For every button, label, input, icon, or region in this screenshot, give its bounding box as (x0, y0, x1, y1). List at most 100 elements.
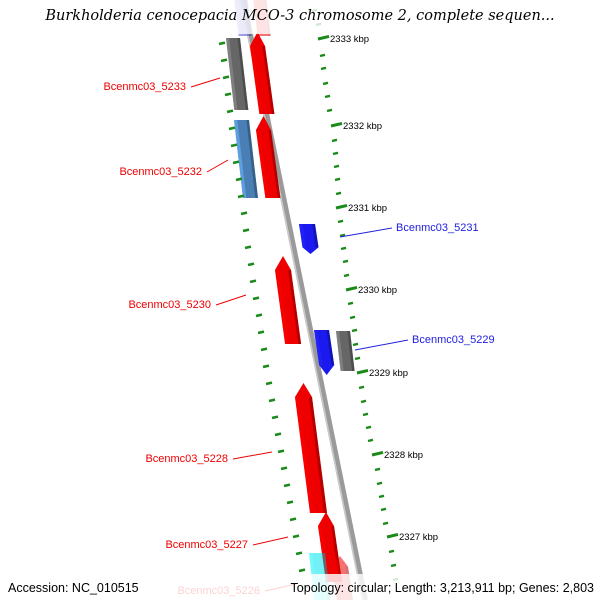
ruler-inner-tick (252, 296, 260, 301)
gene-bevel-dark (246, 120, 258, 198)
ruler-inner-tick (257, 330, 265, 335)
label-leader-line (206, 159, 229, 173)
gene-body[interactable] (234, 120, 258, 198)
sequence-summary-status: Topology: circular; Length: 3,213,911 bp… (290, 581, 594, 595)
ruler-inner-tick (222, 75, 230, 80)
ruler-inner-tick (268, 398, 276, 403)
ruler-minor-tick (367, 438, 374, 443)
ruler-inner-tick (218, 41, 226, 46)
gene-label-left[interactable]: Bcenmc03_5228 (145, 453, 228, 465)
gene-feature-layer[interactable] (226, 0, 355, 600)
ruler-major-tick (317, 34, 330, 41)
ruler-inner-tick (262, 364, 270, 369)
gene-bevel-light (256, 130, 269, 198)
ruler-major-tick (386, 532, 399, 539)
ruler-scale: 2333 kbp 2332 kbp 2331 kbp 2330 kbp 2329 kbp… (311, 8, 438, 582)
ruler-minor-tick (334, 177, 341, 182)
gene-body[interactable] (250, 32, 275, 114)
gene-bevel-light (275, 270, 289, 344)
gene-feature-Bcenmc03_5233-grey[interactable] (226, 38, 249, 110)
gene-bevel-light (226, 38, 238, 110)
accession-status: Accession: NC_010515 (8, 581, 139, 595)
gene-feature-Bcenmc03_5232-blue[interactable] (234, 120, 258, 198)
gene-feature-Bcenmc03_5232[interactable] (256, 116, 281, 198)
gene-label-left[interactable]: Bcenmc03_5233 (103, 81, 186, 93)
ruler-tick-label: 2328 kbp (384, 450, 423, 461)
gene-bevel-light (299, 224, 306, 248)
gene-body[interactable] (275, 256, 302, 344)
gene-label-left[interactable]: Bcenmc03_5226 (177, 585, 260, 597)
ruler-tick-label: 2331 kbp (348, 203, 387, 214)
ruler-inner-tick (292, 534, 300, 539)
ruler-minor-tick (333, 164, 340, 169)
gene-bevel-dark (326, 330, 335, 366)
gene-label-right[interactable]: Bcenmc03_5229 (412, 334, 495, 346)
gene-bevel-light (250, 46, 263, 114)
ruler-inner-tick (265, 381, 273, 386)
ruler-inner-tick (226, 109, 234, 114)
ruler-minor-tick (340, 246, 347, 251)
ruler-inner-tick (255, 313, 263, 318)
ruler-minor-tick (337, 219, 344, 224)
ruler-minor-tick (322, 81, 329, 86)
ruler-inner-tick (280, 466, 288, 471)
gene-label-left[interactable]: Bcenmc03_5230 (128, 299, 211, 311)
ruler-inner-tick (232, 160, 240, 165)
ruler-minor-tick (331, 138, 338, 143)
ruler-minor-tick (351, 328, 358, 333)
ruler-minor-tick (324, 94, 331, 99)
ruler-minor-tick (326, 108, 333, 113)
gene-feature-Bcenmc03_5228[interactable] (295, 383, 327, 513)
ruler-minor-tick (392, 577, 399, 582)
ruler-minor-tick (349, 315, 356, 320)
gene-feature-Bcenmc03_5231[interactable] (299, 224, 319, 254)
gene-bevel-dark (237, 38, 249, 110)
gene-label-right[interactable]: Bcenmc03_5231 (396, 222, 479, 234)
gene-feature-Bcenmc03_5230[interactable] (275, 256, 302, 344)
ruler-inner-tick (244, 245, 252, 250)
gene-body[interactable] (226, 38, 249, 110)
gene-body[interactable] (295, 383, 327, 513)
ruler-minor-tick (365, 425, 372, 430)
gene-bevel-dark (312, 224, 319, 248)
ruler-inner-tick (271, 415, 279, 420)
ruler-minor-tick (382, 521, 389, 526)
ruler-inner-tick (283, 483, 291, 488)
gene-feature-Bcenmc03_5229[interactable] (314, 330, 335, 375)
ruler-minor-tick (319, 53, 326, 58)
ruler-inner-tick (260, 347, 268, 352)
ruler-minor-tick (354, 356, 361, 361)
ruler-inner-tick (237, 194, 245, 199)
gene-feature-Bcenmc03_5229-grey[interactable] (336, 331, 355, 371)
ruler-inner-tick (277, 449, 285, 454)
gene-bevel-dark (309, 397, 327, 513)
ruler-major-tick (335, 203, 348, 210)
ruler-inner-tick (224, 92, 232, 97)
ruler-inner-tick (295, 551, 303, 556)
label-leader-line (215, 294, 247, 306)
ruler-inner-tick (240, 211, 248, 216)
ruler-inner-ticks (218, 41, 309, 590)
ruler-minor-tick (378, 494, 385, 499)
ruler-major-tick (371, 450, 384, 457)
ruler-minor-tick (352, 342, 359, 347)
gene-label-left[interactable]: Bcenmc03_5227 (165, 539, 248, 551)
ruler-inner-tick (298, 568, 306, 573)
label-leader-line (232, 451, 273, 460)
ruler-inner-tick (230, 143, 238, 148)
page-title: Burkholderia cenocepacia MCO-3 chromosom… (45, 8, 555, 24)
ruler-tick-label: 2327 kbp (399, 532, 438, 543)
ruler-inner-tick (249, 279, 257, 284)
ruler-inner-tick (289, 517, 297, 522)
gene-body[interactable] (256, 116, 281, 198)
ruler-inner-tick (247, 262, 255, 267)
ruler-minor-tick (347, 301, 354, 306)
label-leader-line (339, 227, 393, 238)
ruler-minor-tick (360, 399, 367, 404)
ruler-inner-tick (235, 177, 243, 182)
gene-feature-Bcenmc03_5233[interactable] (250, 32, 275, 114)
gene-label-left[interactable]: Bcenmc03_5232 (119, 166, 202, 178)
ruler-major-tick (330, 121, 343, 128)
